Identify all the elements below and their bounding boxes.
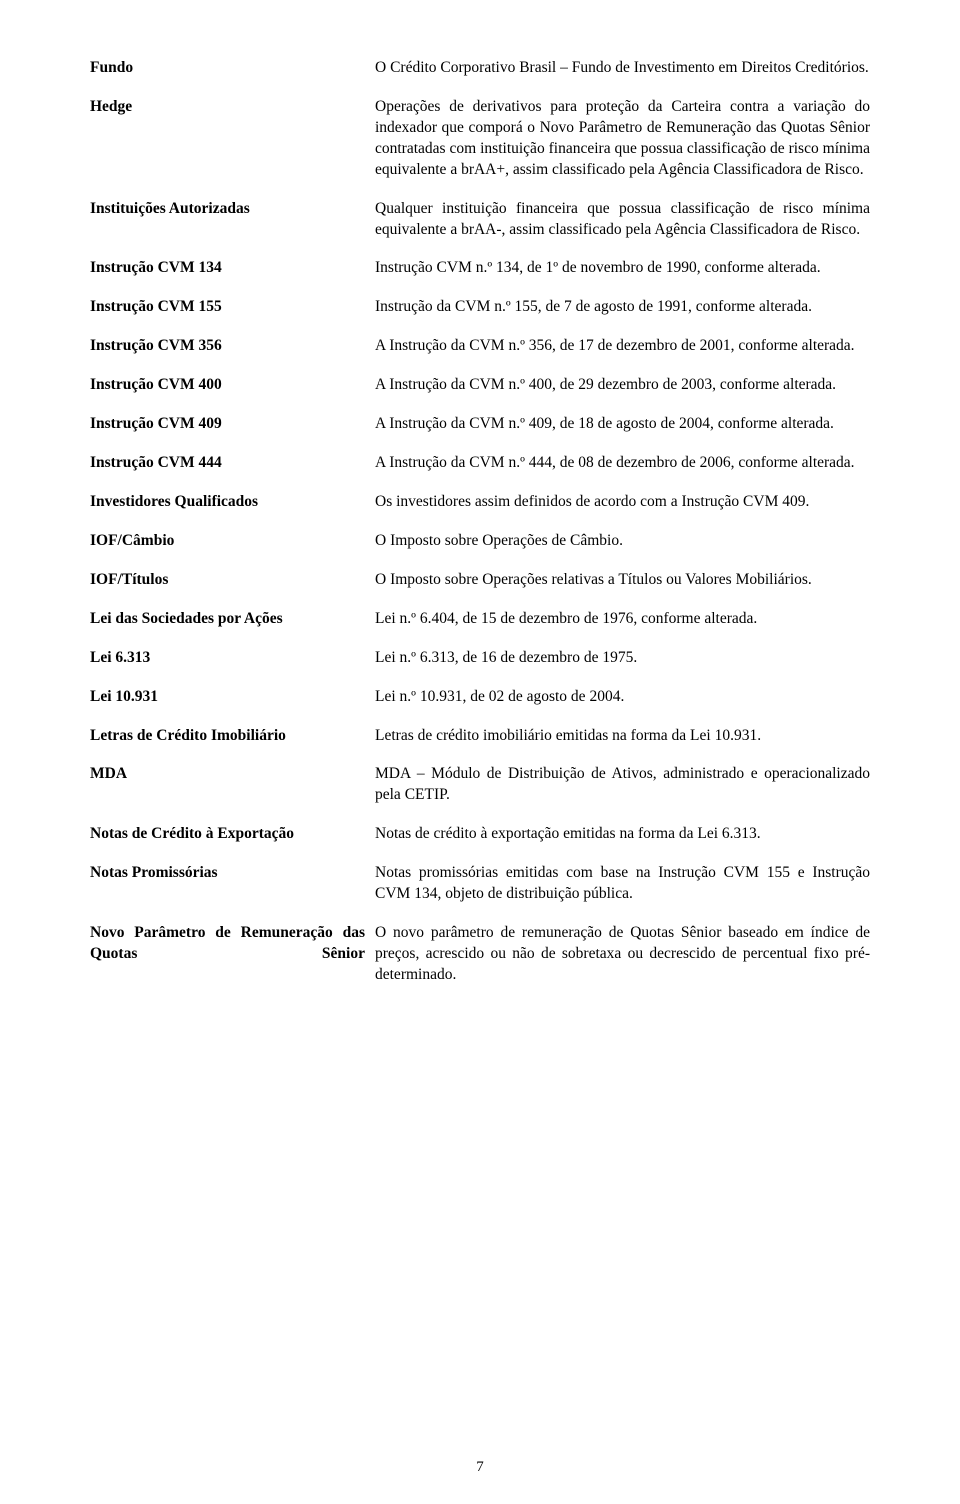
definition-term: Lei 6.313 — [90, 648, 375, 669]
definition-description: Instrução CVM n.º 134, de 1º de novembro… — [375, 258, 870, 279]
definition-term: Instrução CVM 444 — [90, 453, 375, 474]
definition-description: A Instrução da CVM n.º 409, de 18 de ago… — [375, 414, 870, 435]
definition-description: Operações de derivativos para proteção d… — [375, 97, 870, 181]
definition-description: O novo parâmetro de remuneração de Quota… — [375, 923, 870, 986]
definition-term: Lei das Sociedades por Ações — [90, 609, 375, 630]
definition-description: Letras de crédito imobiliário emitidas n… — [375, 726, 870, 747]
definition-row: Notas de Crédito à ExportaçãoNotas de cr… — [90, 824, 870, 845]
definition-row: Instrução CVM 356A Instrução da CVM n.º … — [90, 336, 870, 357]
definition-term: Novo Parâmetro de Remuneração das Quotas… — [90, 923, 375, 986]
definition-term: Notas Promissórias — [90, 863, 375, 905]
definition-row: Novo Parâmetro de Remuneração das Quotas… — [90, 923, 870, 986]
definitions-list: FundoO Crédito Corporativo Brasil – Fund… — [90, 58, 870, 986]
definition-row: Instrução CVM 444A Instrução da CVM n.º … — [90, 453, 870, 474]
definition-row: IOF/TítulosO Imposto sobre Operações rel… — [90, 570, 870, 591]
definition-term: Hedge — [90, 97, 375, 181]
definition-row: Instrução CVM 134Instrução CVM n.º 134, … — [90, 258, 870, 279]
definition-row: Lei 6.313Lei n.º 6.313, de 16 de dezembr… — [90, 648, 870, 669]
definition-row: Lei 10.931Lei n.º 10.931, de 02 de agost… — [90, 687, 870, 708]
definition-row: HedgeOperações de derivativos para prote… — [90, 97, 870, 181]
definition-row: Investidores QualificadosOs investidores… — [90, 492, 870, 513]
definition-term: Instrução CVM 155 — [90, 297, 375, 318]
definition-description: O Imposto sobre Operações de Câmbio. — [375, 531, 870, 552]
definition-description: A Instrução da CVM n.º 400, de 29 dezemb… — [375, 375, 870, 396]
definition-description: Lei n.º 10.931, de 02 de agosto de 2004. — [375, 687, 870, 708]
definition-row: Instrução CVM 400A Instrução da CVM n.º … — [90, 375, 870, 396]
document-page: FundoO Crédito Corporativo Brasil – Fund… — [0, 0, 960, 1504]
definition-description: Os investidores assim definidos de acord… — [375, 492, 870, 513]
definition-row: IOF/CâmbioO Imposto sobre Operações de C… — [90, 531, 870, 552]
definition-row: FundoO Crédito Corporativo Brasil – Fund… — [90, 58, 870, 79]
definition-row: Letras de Crédito ImobiliárioLetras de c… — [90, 726, 870, 747]
definition-row: MDAMDA – Módulo de Distribuição de Ativo… — [90, 764, 870, 806]
definition-description: A Instrução da CVM n.º 444, de 08 de dez… — [375, 453, 870, 474]
definition-description: Lei n.º 6.404, de 15 de dezembro de 1976… — [375, 609, 870, 630]
definition-term: Lei 10.931 — [90, 687, 375, 708]
definition-description: O Crédito Corporativo Brasil – Fundo de … — [375, 58, 870, 79]
definition-description: Qualquer instituição financeira que poss… — [375, 199, 870, 241]
definition-description: Lei n.º 6.313, de 16 de dezembro de 1975… — [375, 648, 870, 669]
definition-row: Instrução CVM 155Instrução da CVM n.º 15… — [90, 297, 870, 318]
page-number: 7 — [0, 1459, 960, 1476]
definition-row: Instrução CVM 409A Instrução da CVM n.º … — [90, 414, 870, 435]
definition-term: Instrução CVM 400 — [90, 375, 375, 396]
definition-term: MDA — [90, 764, 375, 806]
definition-term: Instrução CVM 356 — [90, 336, 375, 357]
definition-description: Notas de crédito à exportação emitidas n… — [375, 824, 870, 845]
definition-term: IOF/Câmbio — [90, 531, 375, 552]
definition-term: Investidores Qualificados — [90, 492, 375, 513]
definition-row: Notas PromissóriasNotas promissórias emi… — [90, 863, 870, 905]
definition-row: Instituições AutorizadasQualquer institu… — [90, 199, 870, 241]
definition-term: Instituições Autorizadas — [90, 199, 375, 241]
definition-description: Instrução da CVM n.º 155, de 7 de agosto… — [375, 297, 870, 318]
definition-term: Instrução CVM 409 — [90, 414, 375, 435]
definition-term: Instrução CVM 134 — [90, 258, 375, 279]
definition-description: MDA – Módulo de Distribuição de Ativos, … — [375, 764, 870, 806]
definition-term: Fundo — [90, 58, 375, 79]
definition-term: IOF/Títulos — [90, 570, 375, 591]
definition-description: Notas promissórias emitidas com base na … — [375, 863, 870, 905]
definition-term: Letras de Crédito Imobiliário — [90, 726, 375, 747]
definition-description: A Instrução da CVM n.º 356, de 17 de dez… — [375, 336, 870, 357]
definition-term: Notas de Crédito à Exportação — [90, 824, 375, 845]
definition-description: O Imposto sobre Operações relativas a Tí… — [375, 570, 870, 591]
definition-row: Lei das Sociedades por AçõesLei n.º 6.40… — [90, 609, 870, 630]
